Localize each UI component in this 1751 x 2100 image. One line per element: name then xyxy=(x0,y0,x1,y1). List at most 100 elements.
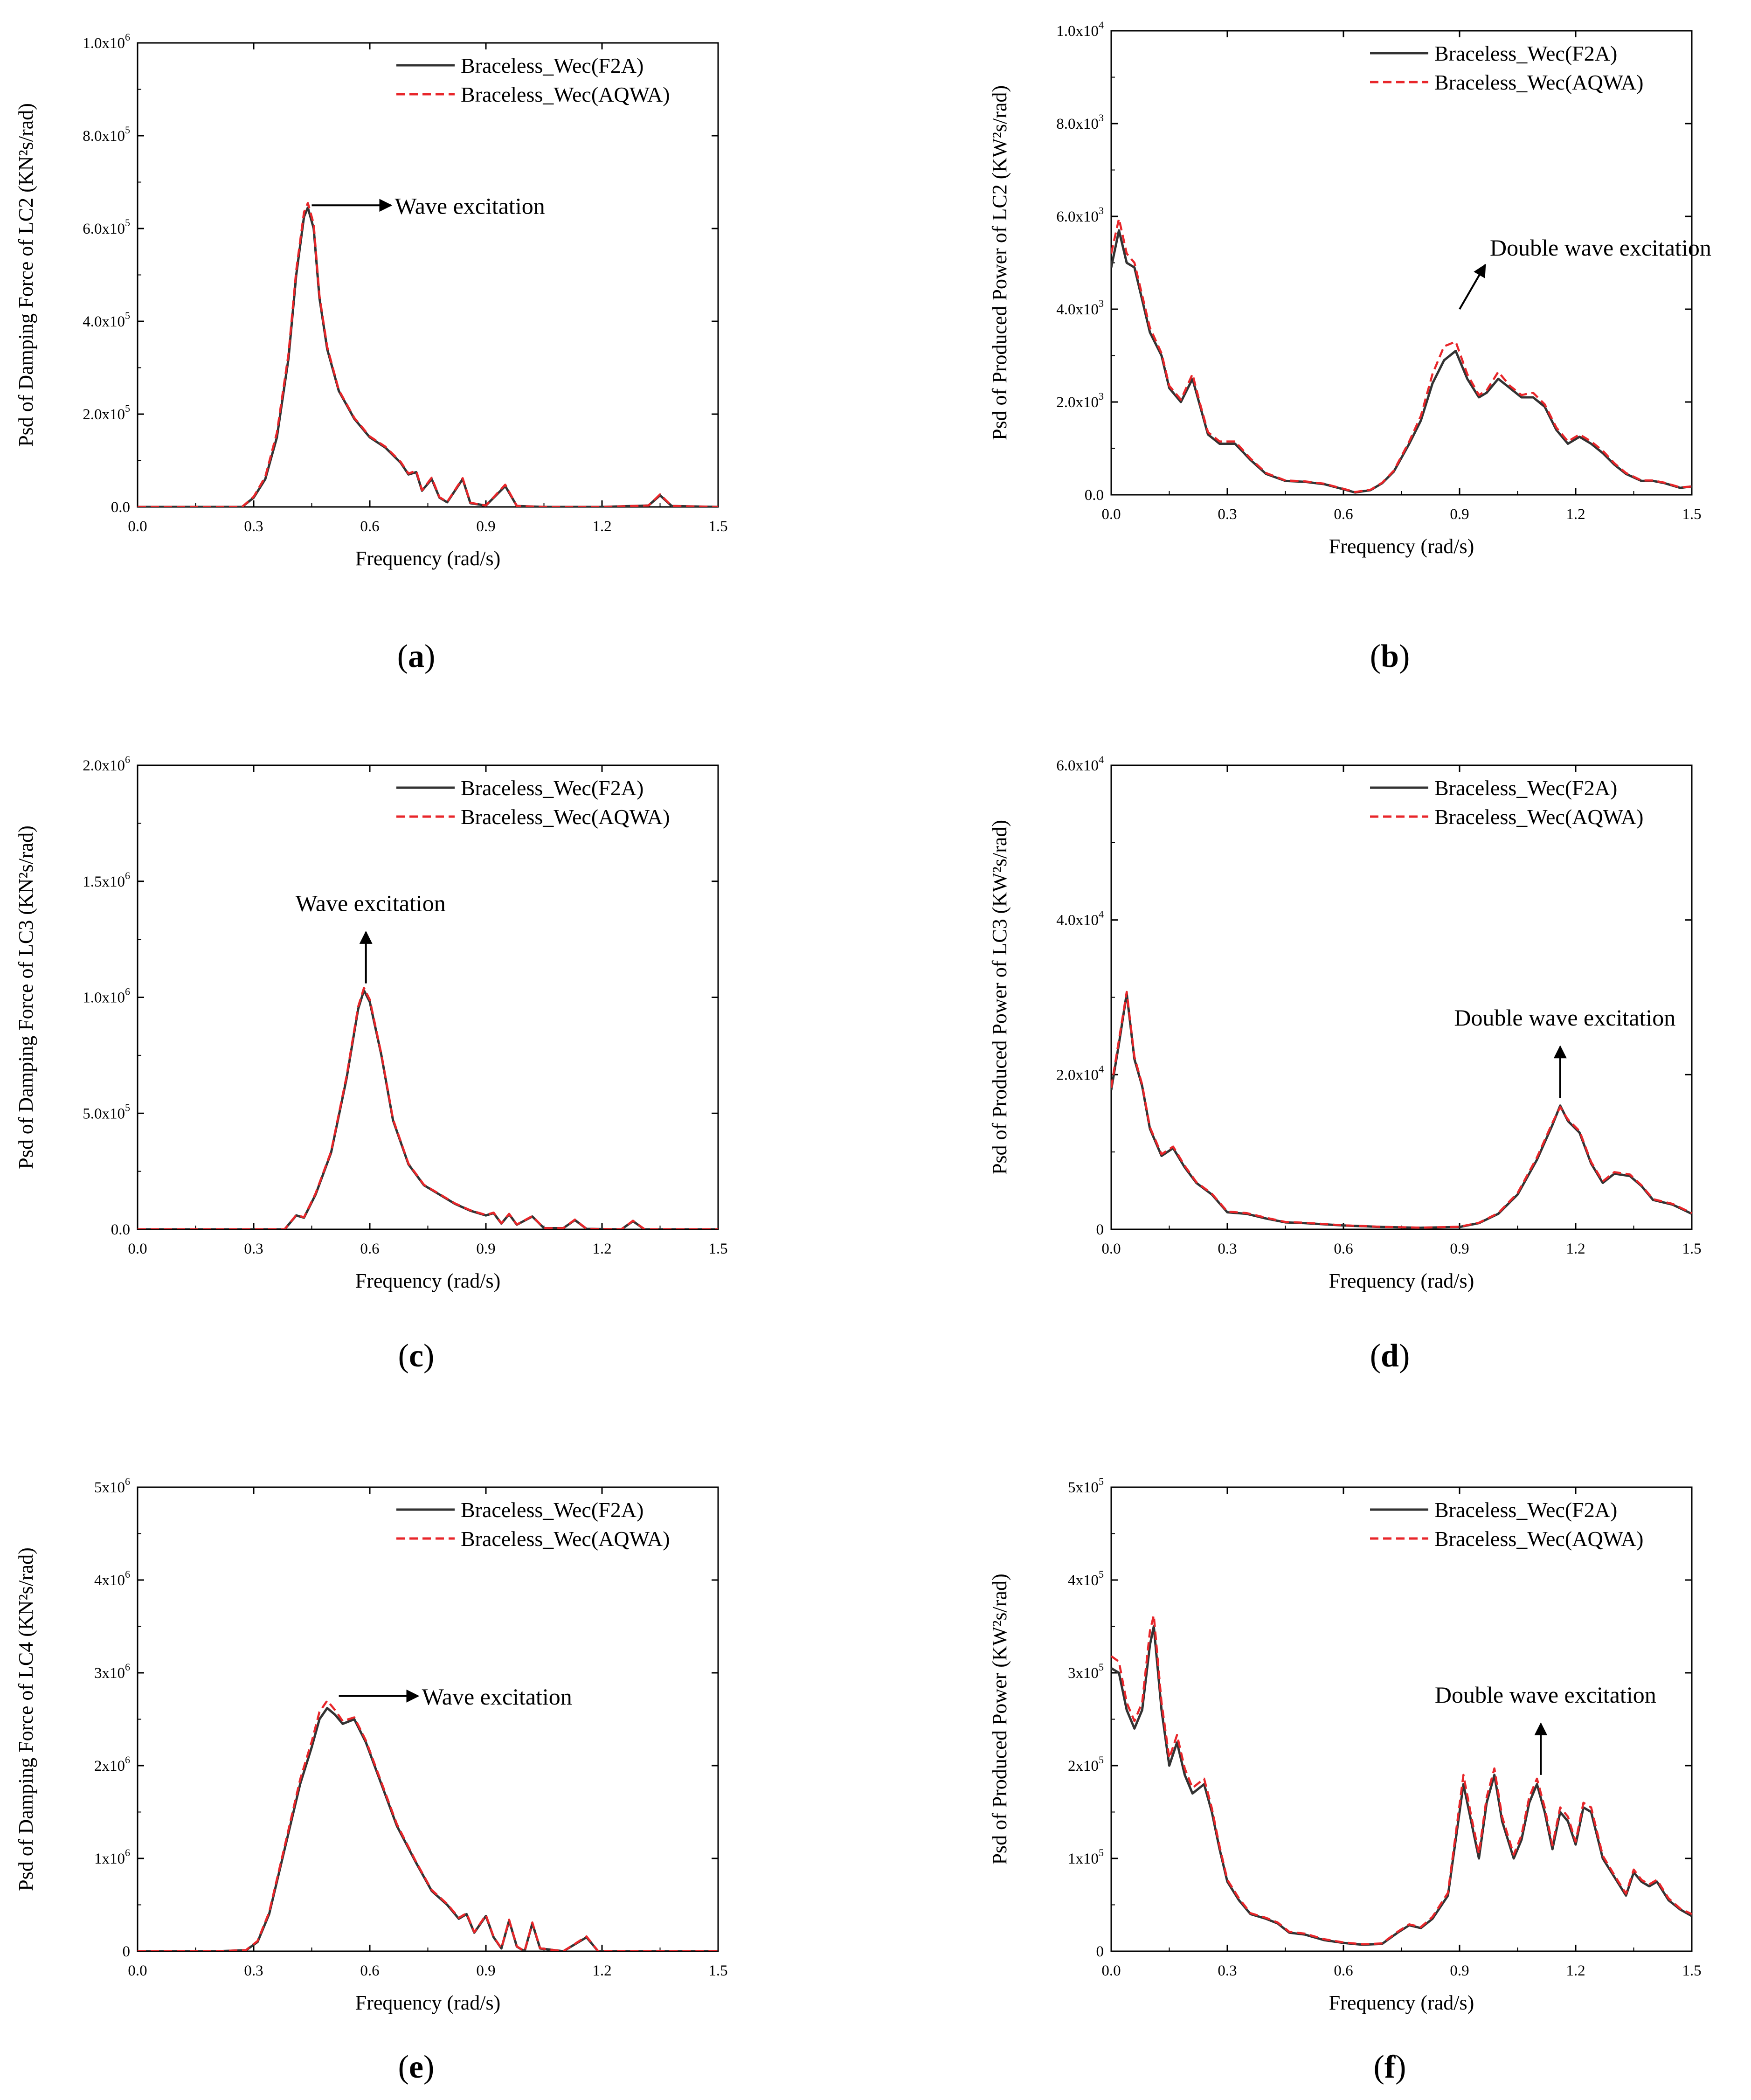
x-tick-label: 0.6 xyxy=(360,1962,379,1979)
annotation-arrow xyxy=(1459,263,1486,310)
x-tick-label: 1.5 xyxy=(1682,1962,1701,1979)
panel-caption: (f) xyxy=(1374,2049,1406,2085)
legend-entry-label: Braceless_Wec(F2A) xyxy=(461,776,644,800)
x-tick-label: 0.3 xyxy=(1218,506,1237,523)
y-tick-label: 2.0x106 xyxy=(83,754,130,774)
y-tick-label: 4x106 xyxy=(94,1568,130,1589)
y-tick-label: 5x105 xyxy=(1068,1476,1104,1496)
annotation-label: Wave excitation xyxy=(395,193,545,219)
y-tick-label: 6.0x103 xyxy=(1056,205,1104,225)
x-tick-label: 0.6 xyxy=(1334,506,1353,523)
y-tick-label: 1.0x106 xyxy=(83,986,130,1006)
legend-entry-label: Braceless_Wec(AQWA) xyxy=(1434,70,1643,94)
x-tick-label: 0.3 xyxy=(1218,1962,1237,1979)
x-tick-label: 1.5 xyxy=(708,1241,727,1257)
annotation-label: Double wave excitation xyxy=(1490,235,1711,261)
x-tick-label: 0.6 xyxy=(360,518,379,535)
chart-panel-b: 0.0 0.3 0.6 0.9 1.2 1.5 0.0 2.0x103 4.0x103 6.0x1… xyxy=(988,19,1711,674)
series-line-f2a xyxy=(1111,1625,1692,1946)
y-tick-label: 3x105 xyxy=(1068,1661,1104,1682)
x-tick-label: 0.6 xyxy=(1334,1241,1353,1257)
y-tick-label: 4.0x104 xyxy=(1056,908,1104,929)
chart-panel-d: 0.0 0.3 0.6 0.9 1.2 1.5 0 2.0x104 4.0x104 6.0x104… xyxy=(988,754,1702,1374)
chart-panel-c: 0.0 0.3 0.6 0.9 1.2 1.5 0.0 5.0x105 1.0x106 1.5x1… xyxy=(14,754,728,1374)
series-line-aqwa xyxy=(138,1699,718,1951)
panel-caption: (c) xyxy=(398,1338,435,1374)
y-tick-label: 3x106 xyxy=(94,1661,130,1682)
y-tick-label: 2x106 xyxy=(94,1754,130,1774)
x-tick-label: 1.2 xyxy=(592,1962,611,1979)
x-axis-label: Frequency (rad/s) xyxy=(1329,1269,1474,1292)
legend-entry-label: Braceless_Wec(F2A) xyxy=(1434,1498,1617,1522)
y-tick-label: 0.0 xyxy=(111,499,130,516)
x-axis-label: Frequency (rad/s) xyxy=(355,1269,501,1292)
y-axis-label: Psd of Produced Power (KW²s/rad) xyxy=(988,1573,1011,1864)
x-tick-label: 0.6 xyxy=(360,1241,379,1257)
plot-frame xyxy=(1110,764,1693,1230)
x-tick-label: 1.5 xyxy=(708,1962,727,1979)
legend-entry-label: Braceless_Wec(AQWA) xyxy=(1434,1527,1643,1551)
y-tick-label: 2.0x105 xyxy=(83,402,130,423)
y-tick-label: 2x105 xyxy=(1068,1754,1104,1774)
y-axis-label: Psd of Damping Force of LC4 (KN²s/rad) xyxy=(14,1547,37,1891)
y-tick-label: 0 xyxy=(1096,1221,1104,1238)
panel-caption: (a) xyxy=(397,638,436,674)
y-axis-label: Psd of Produced Power of LC2 (KW²s/rad) xyxy=(988,85,1011,440)
y-tick-label: 1.0x106 xyxy=(83,31,130,52)
y-axis-label: Psd of Damping Force of LC3 (KN²s/rad) xyxy=(14,825,37,1169)
x-tick-label: 0.9 xyxy=(1450,506,1469,523)
legend-entry-label: Braceless_Wec(F2A) xyxy=(461,1498,644,1522)
x-tick-label: 1.2 xyxy=(592,518,611,535)
x-tick-label: 0.0 xyxy=(128,1241,147,1257)
x-tick-label: 1.2 xyxy=(1566,506,1585,523)
y-tick-label: 0.0 xyxy=(1085,487,1104,504)
chart-panel-a: 0.0 0.3 0.6 0.9 1.2 1.5 0.0 2.0x105 4.0x105 6.0x1… xyxy=(14,31,728,674)
y-tick-label: 0 xyxy=(123,1943,131,1960)
chart-panel-f: 0.0 0.3 0.6 0.9 1.2 1.5 0 1x105 2x105 3x105 4x105 5… xyxy=(988,1476,1702,2085)
y-tick-label: 6.0x105 xyxy=(83,217,130,237)
x-tick-label: 0.0 xyxy=(128,1962,147,1979)
annotation-label: Wave excitation xyxy=(422,1684,572,1710)
series-line-f2a xyxy=(138,1707,718,1951)
y-tick-label: 0 xyxy=(1096,1943,1104,1960)
x-tick-label: 1.2 xyxy=(592,1241,611,1257)
y-tick-label: 6.0x104 xyxy=(1056,754,1104,774)
annotation-label: Double wave excitation xyxy=(1435,1682,1656,1708)
y-axis-label: Psd of Damping Force of LC2 (KN²s/rad) xyxy=(14,103,37,447)
plot-frame xyxy=(1110,30,1693,496)
y-axis-label: Psd of Produced Power of LC3 (KW²s/rad) xyxy=(988,820,1011,1175)
x-tick-label: 1.2 xyxy=(1566,1962,1585,1979)
legend-entry-label: Braceless_Wec(AQWA) xyxy=(461,83,670,106)
x-tick-label: 0.9 xyxy=(1450,1962,1469,1979)
y-tick-label: 5x106 xyxy=(94,1476,130,1496)
x-axis-label: Frequency (rad/s) xyxy=(1329,1991,1474,2014)
series-line-aqwa xyxy=(138,987,718,1229)
x-tick-label: 0.0 xyxy=(1101,506,1121,523)
legend-entry-label: Braceless_Wec(F2A) xyxy=(461,54,644,77)
legend-entry-label: Braceless_Wec(AQWA) xyxy=(461,1527,670,1551)
x-tick-label: 0.9 xyxy=(476,1241,495,1257)
legend-entry-label: Braceless_Wec(F2A) xyxy=(1434,776,1617,800)
x-tick-label: 1.5 xyxy=(1682,1241,1701,1257)
x-tick-label: 0.0 xyxy=(1101,1962,1121,1979)
x-tick-label: 1.5 xyxy=(708,518,727,535)
y-tick-label: 1x106 xyxy=(94,1847,130,1867)
plot-frame xyxy=(137,42,719,508)
x-tick-label: 0.3 xyxy=(1218,1241,1237,1257)
legend-entry-label: Braceless_Wec(F2A) xyxy=(1434,42,1617,65)
series-line-f2a xyxy=(138,989,718,1229)
y-tick-label: 8.0x103 xyxy=(1056,112,1104,132)
panel-caption: (e) xyxy=(398,2049,435,2085)
series-line-aqwa xyxy=(1111,217,1692,493)
annotation-label: Double wave excitation xyxy=(1454,1005,1675,1031)
legend-entry-label: Braceless_Wec(AQWA) xyxy=(461,805,670,829)
x-tick-label: 1.2 xyxy=(1566,1241,1585,1257)
y-tick-label: 4x105 xyxy=(1068,1568,1104,1589)
x-axis-label: Frequency (rad/s) xyxy=(355,547,501,570)
y-tick-label: 2.0x103 xyxy=(1056,390,1104,411)
x-tick-label: 0.3 xyxy=(244,518,263,535)
y-tick-label: 5.0x105 xyxy=(83,1102,130,1122)
series-line-aqwa xyxy=(138,202,718,507)
y-tick-label: 1x105 xyxy=(1068,1847,1104,1867)
